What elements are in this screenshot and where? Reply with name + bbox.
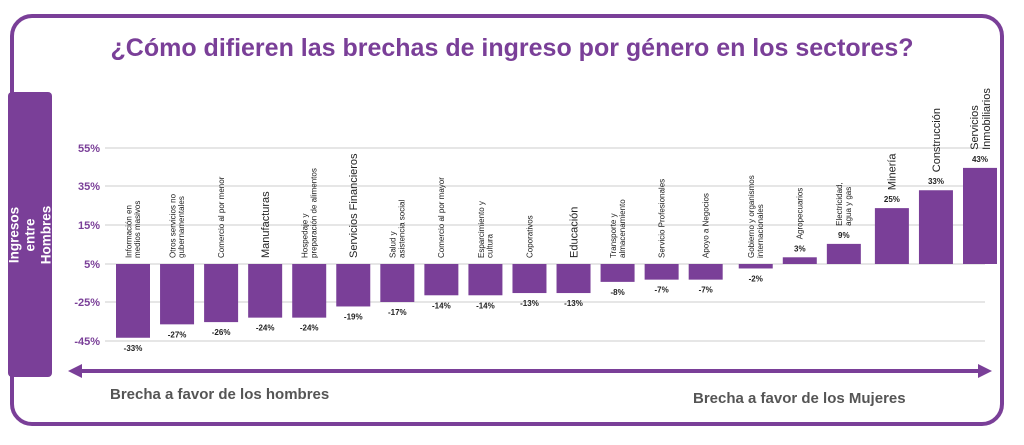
- y-tick-label: 55%: [78, 143, 100, 155]
- category-label: Minería: [887, 153, 899, 191]
- chart-title: ¿Cómo difieren las brechas de ingreso po…: [110, 34, 914, 62]
- category-label: Electricidad,agua y gas: [835, 182, 853, 226]
- data-label: -24%: [256, 324, 275, 333]
- bar: [380, 264, 415, 302]
- data-label: -7%: [655, 286, 669, 295]
- bar: [116, 264, 150, 338]
- data-label: -17%: [388, 308, 407, 317]
- bar: [738, 264, 773, 269]
- category-label: ServiciosInmobiliarios: [969, 88, 993, 150]
- category-label: Gobierno y organismosinternacionales: [747, 175, 765, 258]
- bar: [336, 264, 371, 307]
- category-label: Esparcimiento ycultura: [477, 201, 495, 258]
- category-label: Comercio al por menor: [217, 176, 226, 258]
- data-label: -33%: [124, 344, 143, 353]
- bar: [963, 167, 997, 264]
- category-label: Agropecuarios: [796, 188, 805, 240]
- y-tick-label: 35%: [78, 181, 100, 193]
- category-label: Educación: [568, 207, 580, 258]
- data-label: 25%: [884, 195, 900, 204]
- y-tick-label: -45%: [74, 336, 100, 348]
- y-axis-label-box: [8, 92, 52, 377]
- category-label: Servicios Financieros: [348, 153, 360, 258]
- footer-right-label: Brecha a favor de los Mujeres: [693, 390, 906, 407]
- y-tick-label: 15%: [78, 220, 100, 232]
- data-label: -26%: [212, 328, 231, 337]
- data-label: -24%: [300, 324, 319, 333]
- data-label: -13%: [520, 299, 539, 308]
- category-label: Salud yasistencia social: [389, 200, 407, 258]
- bar: [512, 264, 547, 294]
- data-label: 43%: [972, 155, 988, 164]
- data-label: -14%: [476, 301, 495, 310]
- bar: [204, 264, 239, 323]
- data-label: -14%: [432, 301, 451, 310]
- category-label: Construcción: [931, 108, 943, 172]
- category-label: Transporte yalmacenamiento: [609, 199, 627, 258]
- data-label: -8%: [610, 288, 624, 297]
- data-label: -7%: [699, 286, 713, 295]
- bar: [600, 264, 635, 282]
- bar: [292, 264, 327, 318]
- bar: [688, 264, 723, 280]
- y-tick-label: -25%: [74, 297, 100, 309]
- y-tick-label: 5%: [84, 259, 100, 271]
- footer-left-label: Brecha a favor de los hombres: [110, 386, 330, 403]
- data-label: -19%: [344, 312, 363, 321]
- chart-frame: [10, 14, 1004, 426]
- category-label: Otros servicios nogubernamentales: [168, 193, 186, 258]
- bar: [248, 264, 283, 318]
- data-label: 33%: [928, 177, 944, 186]
- bar: [782, 257, 817, 264]
- category-label: Coporativos: [525, 215, 534, 258]
- bar: [424, 264, 459, 296]
- bar: [644, 264, 679, 280]
- bar: [556, 264, 591, 294]
- data-label: -27%: [168, 330, 187, 339]
- category-label: Comercio al por mayor: [437, 177, 446, 258]
- category-label: Servicio Profesionales: [657, 179, 666, 258]
- data-label: 3%: [794, 244, 806, 253]
- bar: [826, 243, 861, 264]
- bar: [874, 208, 909, 264]
- category-label: Manufacturas: [260, 191, 272, 258]
- bar: [160, 264, 195, 325]
- bar: [918, 190, 953, 264]
- data-label: -13%: [564, 299, 583, 308]
- category-label: Hospedaje ypreparación de alimentos: [301, 168, 319, 258]
- arrow-right-head: [978, 364, 992, 378]
- arrow-left-head: [68, 364, 82, 378]
- data-label: 9%: [838, 231, 850, 240]
- category-label: Información enmedios masivos: [124, 201, 142, 258]
- bar: [468, 264, 503, 296]
- category-label: Apoyo a Negocios: [701, 193, 710, 258]
- data-label: -2%: [749, 274, 763, 283]
